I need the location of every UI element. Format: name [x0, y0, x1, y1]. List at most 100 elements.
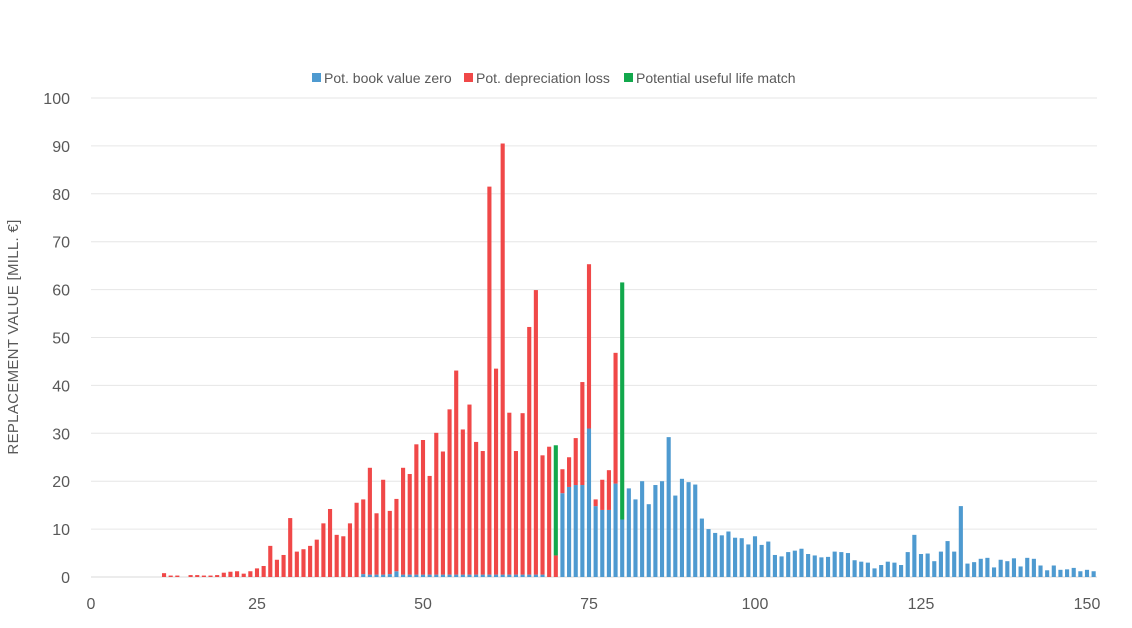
bar-depreciation — [434, 432, 439, 575]
y-tick-label: 10 — [52, 522, 70, 539]
bar-book-zero — [832, 551, 837, 577]
bar-book-zero — [1038, 565, 1043, 577]
bar-depreciation — [520, 413, 525, 575]
bar-book-zero — [978, 558, 983, 577]
bar-life-match — [620, 282, 625, 520]
bar-book-zero — [447, 574, 452, 577]
bar-depreciation — [288, 518, 293, 577]
bar-book-zero — [779, 556, 784, 577]
bar-depreciation — [347, 523, 353, 577]
bar-depreciation — [394, 498, 399, 572]
bar-depreciation — [547, 446, 552, 577]
bar-book-zero — [965, 563, 970, 577]
bar-book-zero — [938, 551, 943, 577]
bar-book-zero — [527, 574, 532, 577]
bar-book-zero — [985, 557, 990, 577]
legend-item-depreciation-loss[interactable]: Pot. depreciation loss — [464, 70, 610, 86]
bars — [161, 143, 1096, 577]
y-tick-label: 80 — [52, 187, 70, 204]
x-axis-ticks: 0 25 50 75 100 125 150 — [87, 596, 1101, 613]
bar-book-zero — [825, 556, 831, 577]
bar-depreciation — [228, 571, 233, 577]
bar-book-zero — [573, 485, 578, 577]
legend-label-book-value-zero: Pot. book value zero — [324, 70, 452, 86]
bar-book-zero — [739, 538, 744, 577]
bar-book-zero — [679, 478, 685, 577]
bar-book-zero — [885, 561, 890, 577]
bar-book-zero — [839, 552, 844, 577]
bar-book-zero — [500, 574, 505, 577]
bar-book-zero — [958, 506, 963, 577]
bar-depreciation — [327, 508, 333, 577]
bar-depreciation — [208, 575, 213, 577]
bar-book-zero — [440, 574, 445, 577]
bar-book-zero — [460, 574, 465, 577]
bar-book-zero — [513, 574, 519, 577]
bar-book-zero — [819, 557, 824, 577]
bar-depreciation — [407, 474, 412, 575]
bar-book-zero — [1084, 569, 1090, 577]
bar-book-zero — [991, 567, 997, 577]
legend-item-useful-life-match[interactable]: Potential useful life match — [624, 70, 796, 86]
chart-legend: Pot. book value zero Pot. depreciation l… — [312, 70, 796, 86]
bar-book-zero — [1078, 571, 1083, 577]
y-tick-label: 60 — [52, 283, 70, 300]
bar-depreciation — [567, 457, 572, 487]
x-tick-label: 0 — [87, 596, 96, 613]
bar-depreciation — [454, 370, 459, 575]
bar-book-zero — [454, 574, 459, 577]
bar-depreciation — [188, 575, 193, 577]
bar-book-zero — [606, 509, 611, 577]
bar-book-zero — [653, 485, 658, 577]
bar-depreciation — [235, 571, 240, 577]
legend-item-book-value-zero[interactable]: Pot. book value zero — [312, 70, 452, 86]
bar-book-zero — [1005, 561, 1010, 577]
legend-label-useful-life-match: Potential useful life match — [636, 70, 796, 86]
bar-book-zero — [686, 482, 691, 577]
bar-depreciation — [493, 368, 499, 575]
x-tick-label: 50 — [414, 596, 432, 613]
bar-book-zero — [713, 532, 718, 577]
bar-depreciation — [606, 470, 611, 510]
bar-book-zero — [879, 565, 884, 577]
bar-book-zero — [613, 483, 618, 577]
bar-depreciation — [440, 451, 445, 575]
bar-depreciation — [168, 575, 173, 577]
y-tick-label: 100 — [43, 91, 70, 108]
bar-depreciation — [500, 143, 505, 575]
bar-book-zero — [918, 554, 924, 577]
bar-depreciation — [447, 409, 452, 575]
legend-swatch-useful-life-match — [624, 73, 633, 82]
bar-book-zero — [952, 551, 957, 577]
bar-depreciation — [308, 545, 313, 577]
bar-depreciation — [507, 412, 512, 575]
y-axis-ticks: 0 10 20 30 40 50 60 70 80 90 100 — [43, 91, 70, 587]
bar-depreciation — [474, 441, 479, 575]
bar-depreciation — [248, 571, 253, 577]
x-tick-label: 75 — [580, 596, 598, 613]
bar-book-zero — [367, 574, 372, 577]
bar-book-zero — [733, 537, 738, 577]
bar-book-zero — [401, 574, 406, 577]
bar-book-zero — [859, 561, 864, 577]
bar-depreciation — [321, 523, 326, 577]
bar-depreciation — [420, 440, 426, 575]
bar-depreciation — [593, 499, 598, 507]
bar-depreciation — [301, 549, 306, 577]
bar-book-zero — [640, 481, 645, 577]
bar-book-zero — [925, 553, 930, 577]
bar-book-zero — [945, 541, 950, 577]
bar-depreciation — [175, 575, 180, 577]
legend-swatch-book-value-zero — [312, 73, 321, 82]
y-tick-label: 20 — [52, 474, 70, 491]
bar-depreciation — [613, 352, 618, 484]
bar-book-zero — [1051, 565, 1056, 577]
y-tick-label: 0 — [61, 570, 70, 587]
bar-book-zero — [872, 568, 877, 577]
bar-book-zero — [766, 541, 771, 577]
bar-book-zero — [387, 574, 392, 577]
bar-book-zero — [480, 574, 485, 577]
bar-book-zero — [407, 574, 412, 577]
bar-book-zero — [467, 574, 472, 577]
bar-book-zero — [586, 428, 592, 577]
